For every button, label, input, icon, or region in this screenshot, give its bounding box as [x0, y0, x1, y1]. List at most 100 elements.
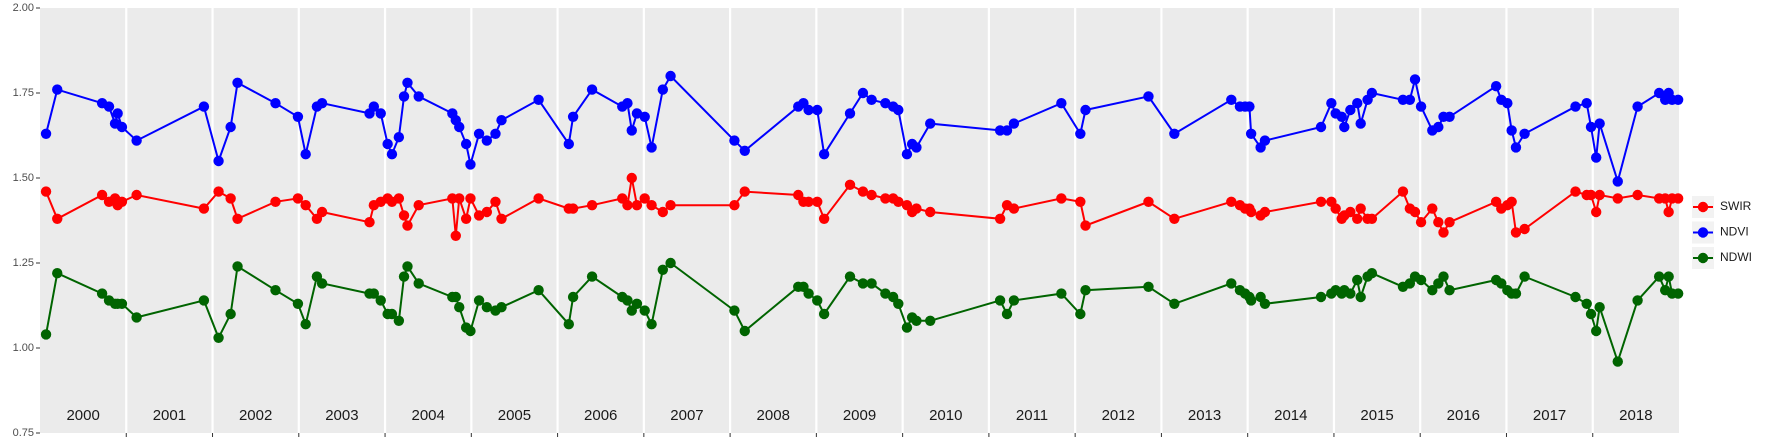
- data-point: [1355, 118, 1366, 129]
- data-point: [454, 193, 465, 204]
- data-point: [1496, 278, 1507, 289]
- data-point: [213, 155, 224, 167]
- data-point: [1315, 196, 1327, 207]
- data-point: [857, 278, 869, 289]
- data-point: [1427, 203, 1438, 214]
- data-point: [994, 213, 1006, 224]
- data-point: [1570, 291, 1581, 303]
- data-point: [1404, 94, 1416, 106]
- data-point: [1143, 196, 1154, 207]
- data-point: [490, 196, 501, 207]
- data-point: [198, 295, 210, 306]
- data-point: [567, 291, 579, 303]
- legend-label: NDWI: [1720, 250, 1752, 264]
- data-point: [1366, 268, 1378, 279]
- data-point: [300, 200, 311, 211]
- data-point: [1245, 295, 1257, 306]
- data-point: [198, 101, 210, 112]
- data-point: [393, 132, 405, 143]
- data-point: [1330, 203, 1341, 214]
- data-point: [292, 193, 304, 204]
- data-point: [131, 312, 142, 323]
- data-point: [481, 302, 493, 313]
- data-point: [292, 111, 304, 123]
- data-point: [386, 149, 398, 160]
- data-point: [893, 298, 904, 309]
- data-point: [1672, 94, 1684, 106]
- legend-marker: [1697, 252, 1709, 264]
- y-tick-label: 0.75: [13, 427, 34, 439]
- data-point: [866, 94, 877, 106]
- data-point: [729, 200, 740, 211]
- data-point: [1352, 98, 1363, 109]
- data-point: [1570, 186, 1581, 197]
- data-point: [1444, 285, 1455, 296]
- data-point: [1345, 104, 1356, 116]
- data-point: [567, 111, 579, 123]
- data-point: [1315, 291, 1327, 303]
- data-point: [1519, 271, 1530, 282]
- year-label: 2013: [1188, 407, 1221, 424]
- data-point: [490, 128, 501, 139]
- data-point: [96, 288, 108, 299]
- data-point: [1143, 91, 1154, 102]
- data-point: [622, 200, 633, 211]
- data-point: [402, 261, 413, 272]
- data-point: [1594, 118, 1605, 129]
- data-point: [1326, 98, 1337, 109]
- data-point: [375, 108, 386, 119]
- data-point: [232, 261, 243, 272]
- y-tick-label: 1.25: [13, 257, 34, 269]
- data-point: [454, 121, 465, 133]
- data-point: [665, 70, 676, 82]
- data-point: [1415, 217, 1427, 228]
- legend-marker: [1697, 227, 1709, 238]
- data-point: [40, 329, 52, 340]
- data-point: [454, 302, 465, 313]
- data-point: [1008, 118, 1020, 129]
- data-point: [1008, 203, 1020, 214]
- y-tick-label: 1.00: [13, 342, 34, 354]
- year-label: 2015: [1360, 407, 1393, 424]
- data-point: [368, 101, 380, 112]
- data-point: [646, 319, 657, 330]
- data-point: [812, 295, 823, 306]
- data-point: [631, 200, 643, 211]
- data-point: [1075, 128, 1086, 139]
- data-point: [665, 257, 676, 269]
- legend-label: SWIR: [1720, 199, 1752, 213]
- data-point: [225, 121, 236, 133]
- data-point: [316, 278, 328, 289]
- data-point: [1080, 285, 1091, 296]
- data-point: [1244, 101, 1255, 112]
- data-point: [460, 138, 472, 150]
- data-point: [1366, 213, 1378, 224]
- y-tick-label: 1.50: [13, 172, 34, 184]
- data-point: [729, 305, 740, 316]
- data-point: [911, 203, 922, 214]
- year-label: 2007: [670, 407, 703, 424]
- data-point: [622, 295, 633, 306]
- data-point: [1001, 308, 1013, 320]
- data-point: [1366, 87, 1378, 99]
- data-point: [1444, 217, 1455, 228]
- data-point: [844, 179, 856, 190]
- data-point: [213, 186, 224, 197]
- data-point: [1143, 281, 1154, 292]
- data-point: [665, 200, 676, 211]
- data-point: [131, 189, 142, 201]
- data-point: [657, 264, 669, 275]
- data-point: [586, 200, 598, 211]
- data-point: [1663, 206, 1674, 218]
- data-point: [1259, 298, 1271, 309]
- data-point: [1590, 325, 1602, 337]
- data-point: [1506, 125, 1517, 136]
- data-point: [901, 149, 913, 160]
- data-point: [901, 322, 913, 333]
- data-point: [812, 104, 823, 116]
- data-point: [533, 285, 544, 296]
- data-point: [1653, 271, 1665, 282]
- data-point: [1355, 291, 1366, 303]
- data-point: [1056, 288, 1067, 299]
- data-point: [450, 291, 461, 303]
